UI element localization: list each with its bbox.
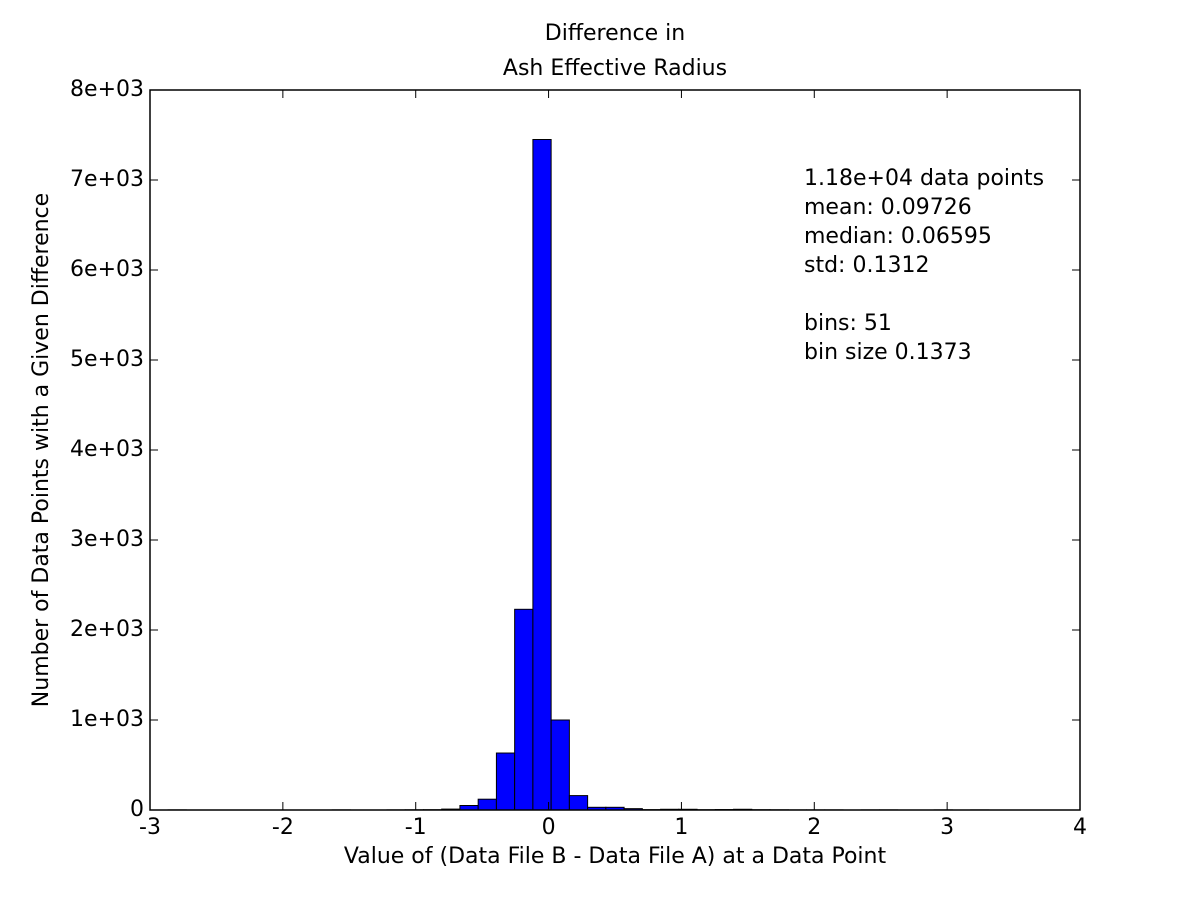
- y-tick-label: 6e+03: [70, 257, 144, 282]
- y-axis-label: Number of Data Points with a Given Diffe…: [29, 193, 54, 707]
- bar: [514, 608, 534, 810]
- bar: [550, 719, 570, 810]
- bar: [532, 139, 552, 810]
- y-tick-label: 4e+03: [70, 437, 144, 462]
- x-tick-label: 2: [807, 815, 821, 840]
- y-tick-label: 1e+03: [70, 707, 144, 732]
- annotation: std: 0.1312: [804, 253, 929, 278]
- x-tick-label: 0: [542, 815, 556, 840]
- bar: [568, 795, 589, 810]
- annotation: bin size 0.1373: [804, 340, 972, 365]
- x-tick-label: -3: [139, 815, 161, 840]
- x-tick-label: 3: [940, 815, 954, 840]
- x-axis-label: Value of (Data File B - Data File A) at …: [344, 844, 887, 869]
- annotation: bins: 51: [804, 311, 892, 336]
- y-tick-label: 3e+03: [70, 527, 144, 552]
- y-tick-label: 5e+03: [70, 347, 144, 372]
- annotation: mean: 0.09726: [804, 195, 972, 220]
- bars: [167, 139, 990, 810]
- x-tick-label: 1: [674, 815, 688, 840]
- bar: [477, 798, 497, 810]
- chart-title: Ash Effective Radius: [503, 56, 727, 81]
- bar: [495, 752, 516, 810]
- y-tick-label: 7e+03: [70, 167, 144, 192]
- annotation: 1.18e+04 data points: [804, 166, 1044, 191]
- annotation: median: 0.06595: [804, 224, 992, 249]
- y-tick-label: 2e+03: [70, 617, 144, 642]
- x-tick-label: -1: [405, 815, 427, 840]
- chart-title: Difference in: [545, 21, 685, 46]
- y-tick-label: 8e+03: [70, 77, 144, 102]
- x-tick-label: -2: [272, 815, 294, 840]
- x-tick-label: 4: [1073, 815, 1087, 840]
- y-tick-label: 0: [130, 797, 144, 822]
